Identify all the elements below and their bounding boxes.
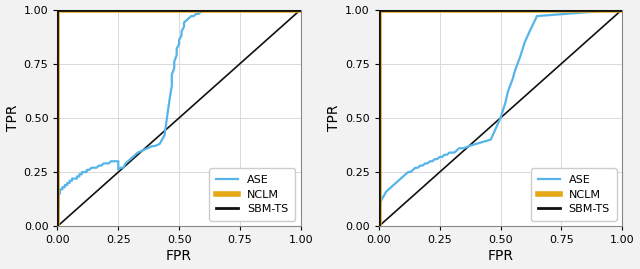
Legend: ASE, NCLM, SBM-TS: ASE, NCLM, SBM-TS (531, 168, 616, 221)
Y-axis label: TPR: TPR (6, 105, 20, 131)
Legend: ASE, NCLM, SBM-TS: ASE, NCLM, SBM-TS (209, 168, 295, 221)
X-axis label: FPR: FPR (488, 249, 513, 263)
X-axis label: FPR: FPR (166, 249, 192, 263)
Y-axis label: TPR: TPR (327, 105, 341, 131)
